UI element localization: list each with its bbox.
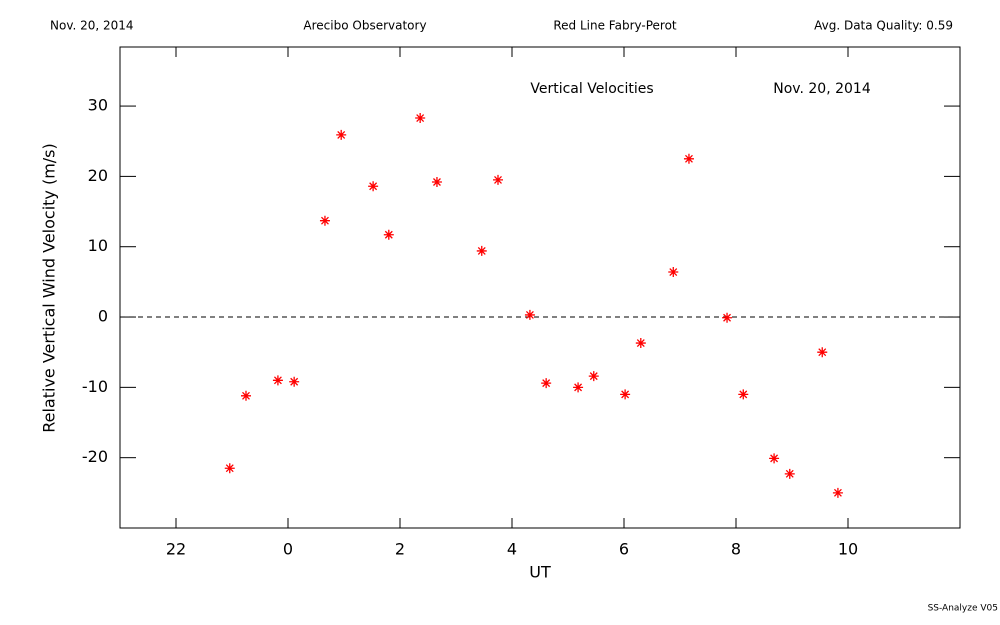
- point: [683, 153, 694, 164]
- y-axis-label: Relative Vertical Wind Velocity (m/s): [40, 143, 59, 433]
- point: [784, 468, 795, 479]
- point: [832, 487, 843, 498]
- point: [722, 312, 733, 323]
- plot-annotation: Vertical Velocities: [530, 81, 653, 97]
- point: [241, 390, 251, 401]
- header-instrument: Red Line Fabry-Perot: [553, 19, 677, 33]
- header-site: Arecibo Observatory: [303, 19, 426, 33]
- point: [415, 113, 426, 124]
- x-tick-label: 22: [166, 540, 186, 559]
- y-tick-label: 0: [98, 307, 108, 326]
- header-quality: Avg. Data Quality: 0.59: [814, 19, 953, 33]
- y-tick-label: -10: [82, 377, 108, 396]
- point: [620, 389, 631, 400]
- point: [224, 463, 235, 474]
- plot-frame: [119, 46, 961, 529]
- point: [493, 174, 503, 185]
- footer: SS-Analyze V05: [928, 604, 998, 614]
- point: [476, 245, 487, 256]
- point: [588, 371, 599, 382]
- point: [289, 376, 300, 387]
- x-tick-label: 0: [283, 540, 293, 559]
- point: [336, 129, 347, 140]
- y-tick-label: 30: [88, 96, 108, 115]
- point: [524, 309, 535, 320]
- x-tick-label: 6: [619, 540, 629, 559]
- point: [368, 181, 379, 192]
- x-axis-label: UT: [529, 563, 551, 582]
- point: [383, 229, 394, 240]
- point: [668, 267, 679, 278]
- y-tick-label: -20: [82, 447, 108, 466]
- point: [541, 378, 552, 389]
- point: [817, 347, 828, 358]
- point: [573, 382, 584, 393]
- x-tick-label: 2: [395, 540, 405, 559]
- x-tick-label: 8: [731, 540, 741, 559]
- point: [738, 389, 749, 400]
- point: [635, 338, 646, 349]
- point: [769, 453, 780, 464]
- x-tick-label: 10: [838, 540, 858, 559]
- y-tick-label: 20: [88, 166, 108, 185]
- point: [431, 177, 442, 188]
- plot-annotation: Nov. 20, 2014: [773, 81, 871, 97]
- header-date: Nov. 20, 2014: [50, 19, 134, 33]
- point: [272, 375, 283, 386]
- y-tick-label: 10: [88, 236, 108, 255]
- x-tick-label: 4: [507, 540, 517, 559]
- point: [319, 215, 330, 226]
